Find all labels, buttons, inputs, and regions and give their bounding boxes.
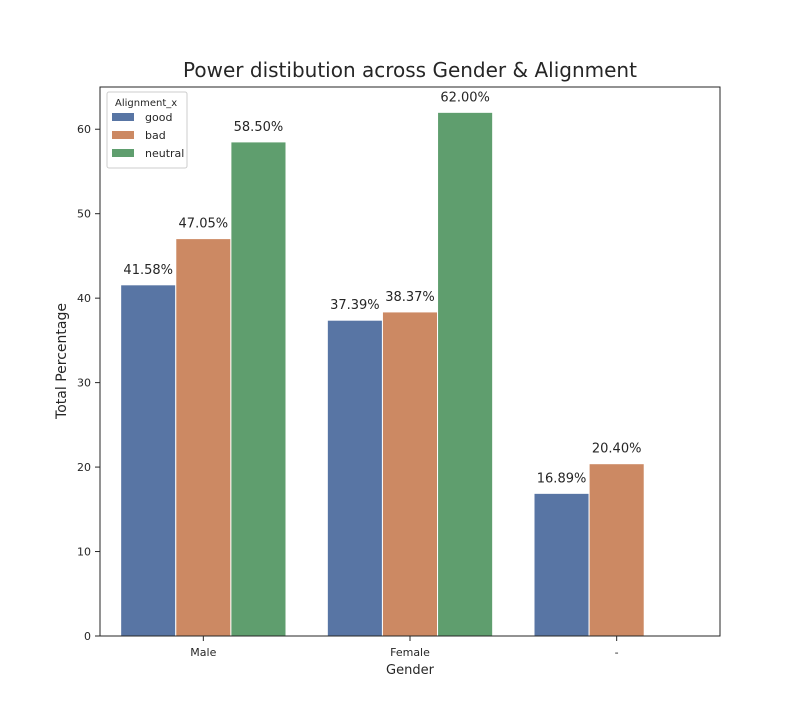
y-axis: 0 10 20 30 40 50 60 <box>77 123 100 643</box>
legend-label-good: good <box>145 111 172 124</box>
legend-swatch-good <box>112 113 134 121</box>
bar-neutral-male <box>230 141 287 637</box>
bars-layer <box>120 111 645 637</box>
legend-title: Alignment_x <box>115 98 177 109</box>
y-tick-label: 10 <box>77 546 91 559</box>
x-tick-label: Female <box>390 646 430 659</box>
bar-bad-male <box>175 238 232 637</box>
x-axis-label: Gender <box>386 663 435 678</box>
bar-good-dash <box>533 492 590 637</box>
y-tick-label: 50 <box>77 208 91 221</box>
data-label-good-male: 41.58% <box>123 263 173 278</box>
legend: Alignment_x good bad neutral <box>106 91 188 169</box>
x-tick-label: Male <box>190 646 216 659</box>
data-labels-layer: 41.58% 47.05% 58.50% 37.39% 38.37% 62.00% 16.8… <box>123 90 641 486</box>
y-tick-label: 20 <box>77 461 91 474</box>
data-label-neutral-male: 58.50% <box>234 120 284 135</box>
legend-swatch-bad <box>112 131 134 139</box>
legend-items: good bad neutral <box>112 111 184 160</box>
data-label-bad-male: 47.05% <box>179 217 229 232</box>
x-tick-label: - <box>615 646 619 659</box>
bar-good-male <box>120 284 177 637</box>
data-label-bad-female: 38.37% <box>385 290 435 305</box>
y-tick-label: 30 <box>77 377 91 390</box>
bar-good-female <box>326 319 383 637</box>
y-tick-label: 60 <box>77 123 91 136</box>
bar-neutral-female <box>437 111 494 637</box>
bar-bad-female <box>381 311 439 637</box>
y-tick-label: 0 <box>84 630 91 643</box>
data-label-bad-dash: 20.40% <box>592 442 642 457</box>
x-axis: Male Female - <box>190 636 619 659</box>
data-label-good-female: 37.39% <box>330 298 380 313</box>
y-axis-label: Total Percentage <box>54 303 70 420</box>
legend-label-bad: bad <box>145 129 166 142</box>
data-label-good-dash: 16.89% <box>537 471 587 486</box>
legend-swatch-neutral <box>112 149 134 157</box>
legend-label-neutral: neutral <box>145 147 184 160</box>
y-tick-label: 40 <box>77 292 91 305</box>
chart-title: Power distibution across Gender & Alignm… <box>183 58 637 82</box>
bar-bad-dash <box>588 463 645 637</box>
data-label-neutral-female: 62.00% <box>440 90 490 105</box>
